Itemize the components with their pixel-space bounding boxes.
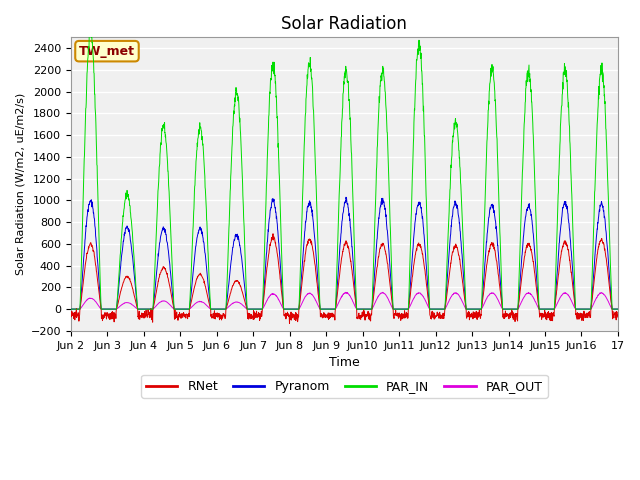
RNet	[581, 314, 589, 320]
RNet	[285, 321, 293, 326]
PAR_OUT	[504, 306, 511, 312]
PAR_OUT	[342, 289, 349, 295]
RNet	[614, 314, 622, 320]
Line: PAR_IN: PAR_IN	[71, 27, 618, 309]
PAR_IN	[86, 24, 94, 30]
PAR_IN	[360, 306, 368, 312]
Pyranom	[360, 306, 368, 312]
PAR_IN	[220, 306, 227, 312]
RNet	[504, 313, 511, 319]
PAR_IN	[372, 179, 380, 185]
PAR_IN	[566, 138, 573, 144]
RNet	[361, 315, 369, 321]
PAR_OUT	[566, 295, 573, 300]
PAR_OUT	[581, 306, 589, 312]
Pyranom	[220, 306, 227, 312]
PAR_IN	[581, 306, 589, 312]
Pyranom	[67, 306, 75, 312]
RNet	[372, 269, 380, 275]
PAR_IN	[504, 306, 511, 312]
Line: PAR_OUT: PAR_OUT	[71, 292, 618, 309]
Legend: RNet, Pyranom, PAR_IN, PAR_OUT: RNet, Pyranom, PAR_IN, PAR_OUT	[141, 375, 548, 398]
RNet	[67, 313, 75, 319]
PAR_IN	[614, 306, 622, 312]
Pyranom	[614, 306, 622, 312]
X-axis label: Time: Time	[329, 356, 360, 369]
Line: Pyranom: Pyranom	[71, 197, 618, 309]
Pyranom	[581, 306, 589, 312]
PAR_IN	[67, 306, 75, 312]
PAR_OUT	[220, 306, 227, 312]
Pyranom	[504, 306, 511, 312]
PAR_OUT	[360, 306, 368, 312]
Line: RNet: RNet	[71, 234, 618, 324]
RNet	[566, 259, 574, 265]
Title: Solar Radiation: Solar Radiation	[282, 15, 407, 33]
Text: TW_met: TW_met	[79, 45, 135, 58]
Pyranom	[372, 248, 380, 253]
RNet	[220, 312, 227, 317]
Pyranom	[342, 194, 350, 200]
Pyranom	[566, 228, 573, 234]
Y-axis label: Solar Radiation (W/m2, uE/m2/s): Solar Radiation (W/m2, uE/m2/s)	[15, 93, 25, 275]
RNet	[269, 231, 277, 237]
PAR_OUT	[614, 306, 622, 312]
PAR_OUT	[67, 306, 75, 312]
PAR_OUT	[372, 298, 380, 303]
